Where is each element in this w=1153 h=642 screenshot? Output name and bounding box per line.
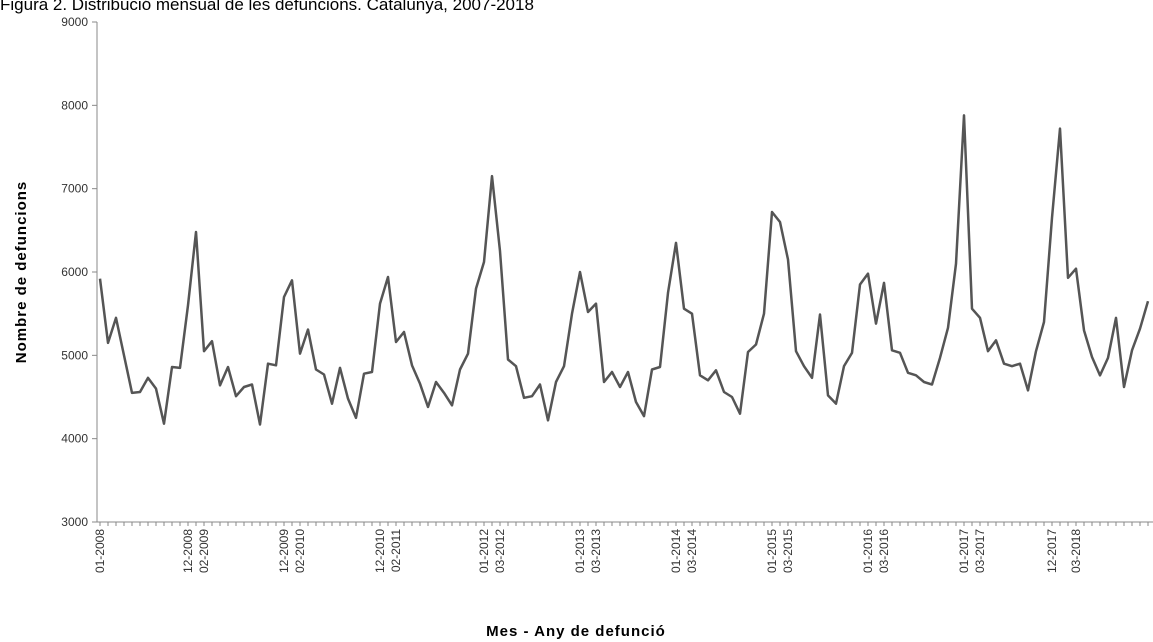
x-tick-label: 02-2010 <box>293 529 307 573</box>
x-tick-label: 02-2009 <box>197 529 211 573</box>
y-tick-label: 7000 <box>61 182 88 196</box>
x-tick-label: 01-2008 <box>93 529 107 573</box>
x-tick-label: 03-2013 <box>589 529 603 573</box>
x-axis-label: Mes - Any de defunció <box>486 623 666 640</box>
x-tick-label: 12-2008 <box>181 529 195 573</box>
x-tick-label: 03-2018 <box>1069 529 1083 573</box>
y-tick-label: 5000 <box>61 348 88 362</box>
y-axis-label: Nombre de defuncions <box>13 181 30 364</box>
x-tick-label: 01-2015 <box>765 529 779 573</box>
x-tick-label: 01-2014 <box>669 529 683 573</box>
chart-title: Figura 2. Distribució mensual de les def… <box>0 0 534 14</box>
x-tick-label: 01-2016 <box>861 529 875 573</box>
x-tick-label: 03-2015 <box>781 529 795 573</box>
x-tick-label: 02-2011 <box>389 529 403 572</box>
data-line <box>98 114 1150 426</box>
x-tick-label: 03-2017 <box>973 529 987 573</box>
x-tick-label: 01-2012 <box>477 529 491 573</box>
y-tick-label: 3000 <box>61 515 88 529</box>
y-tick-label: 4000 <box>61 432 88 446</box>
x-tick-label: 03-2012 <box>493 529 507 573</box>
x-tick-label: 01-2013 <box>573 529 587 573</box>
x-tick-label: 12-2017 <box>1045 529 1059 573</box>
x-tick-label: 03-2016 <box>877 529 891 573</box>
x-tick-label: 12-2010 <box>373 529 387 573</box>
x-tick-label: 03-2014 <box>685 529 699 573</box>
x-tick-label: 12-2009 <box>277 529 291 573</box>
x-tick-label: 01-2017 <box>957 529 971 573</box>
y-tick-label: 9000 <box>61 15 88 29</box>
y-tick-label: 8000 <box>61 98 88 112</box>
y-tick-label: 6000 <box>61 265 88 279</box>
